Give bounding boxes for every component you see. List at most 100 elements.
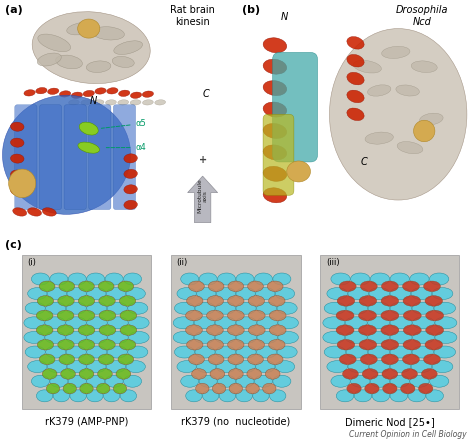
Ellipse shape xyxy=(381,310,399,321)
Ellipse shape xyxy=(87,375,105,387)
Ellipse shape xyxy=(347,72,364,85)
Ellipse shape xyxy=(10,122,24,131)
Ellipse shape xyxy=(403,340,420,350)
Ellipse shape xyxy=(367,85,391,96)
Ellipse shape xyxy=(419,113,443,125)
Ellipse shape xyxy=(105,273,123,285)
Ellipse shape xyxy=(86,61,111,72)
Ellipse shape xyxy=(257,317,277,329)
Ellipse shape xyxy=(354,390,372,402)
Ellipse shape xyxy=(360,354,377,365)
Ellipse shape xyxy=(95,88,106,94)
Ellipse shape xyxy=(57,310,74,321)
Ellipse shape xyxy=(228,310,244,321)
Ellipse shape xyxy=(55,55,82,69)
Ellipse shape xyxy=(269,295,285,306)
Ellipse shape xyxy=(58,340,74,350)
Ellipse shape xyxy=(263,123,287,138)
Ellipse shape xyxy=(99,325,116,335)
Ellipse shape xyxy=(434,302,456,314)
Ellipse shape xyxy=(107,346,128,358)
Ellipse shape xyxy=(106,288,126,299)
Ellipse shape xyxy=(351,273,370,285)
Ellipse shape xyxy=(124,375,142,387)
Text: (c): (c) xyxy=(5,240,22,250)
Ellipse shape xyxy=(390,288,410,299)
Ellipse shape xyxy=(87,390,103,402)
Ellipse shape xyxy=(236,302,256,314)
Ellipse shape xyxy=(229,383,243,394)
Ellipse shape xyxy=(421,369,437,379)
FancyBboxPatch shape xyxy=(89,105,111,209)
Ellipse shape xyxy=(228,369,243,379)
Ellipse shape xyxy=(25,346,45,358)
Ellipse shape xyxy=(31,375,49,387)
Text: (i): (i) xyxy=(27,258,36,267)
Ellipse shape xyxy=(119,295,136,306)
Text: Dimeric Nod [25•]: Dimeric Nod [25•] xyxy=(345,417,435,427)
Ellipse shape xyxy=(360,281,377,292)
Ellipse shape xyxy=(432,361,453,373)
Text: (b): (b) xyxy=(242,5,260,15)
Ellipse shape xyxy=(197,361,216,373)
Ellipse shape xyxy=(381,340,399,350)
Ellipse shape xyxy=(66,317,86,329)
Ellipse shape xyxy=(426,310,444,321)
Ellipse shape xyxy=(126,361,146,373)
Ellipse shape xyxy=(370,273,390,285)
Ellipse shape xyxy=(263,383,276,394)
Ellipse shape xyxy=(114,41,143,55)
Ellipse shape xyxy=(248,310,265,321)
Ellipse shape xyxy=(368,317,390,329)
Text: Rat brain
kinesin: Rat brain kinesin xyxy=(170,5,215,27)
Ellipse shape xyxy=(228,325,244,335)
Ellipse shape xyxy=(435,332,457,344)
Ellipse shape xyxy=(106,100,116,105)
Ellipse shape xyxy=(228,295,244,306)
Ellipse shape xyxy=(390,346,411,358)
Ellipse shape xyxy=(195,346,215,358)
Ellipse shape xyxy=(218,375,236,387)
Ellipse shape xyxy=(365,383,379,394)
Ellipse shape xyxy=(267,281,283,292)
Text: (a): (a) xyxy=(5,5,23,15)
Ellipse shape xyxy=(390,390,408,402)
Ellipse shape xyxy=(323,332,345,344)
Ellipse shape xyxy=(128,332,149,344)
Ellipse shape xyxy=(369,361,390,373)
Ellipse shape xyxy=(358,310,376,321)
Ellipse shape xyxy=(79,281,94,292)
Ellipse shape xyxy=(390,332,412,344)
Ellipse shape xyxy=(10,186,24,195)
Ellipse shape xyxy=(118,354,134,365)
Ellipse shape xyxy=(346,302,368,314)
Ellipse shape xyxy=(27,208,42,216)
Ellipse shape xyxy=(248,340,264,350)
FancyBboxPatch shape xyxy=(15,105,37,209)
Ellipse shape xyxy=(336,325,354,335)
Ellipse shape xyxy=(207,295,224,306)
Ellipse shape xyxy=(24,317,45,329)
Ellipse shape xyxy=(267,354,283,365)
Ellipse shape xyxy=(269,340,285,350)
Ellipse shape xyxy=(36,390,53,402)
Ellipse shape xyxy=(197,288,216,299)
Ellipse shape xyxy=(410,273,429,285)
Ellipse shape xyxy=(185,310,202,321)
Ellipse shape xyxy=(382,369,398,379)
Text: N: N xyxy=(90,96,97,106)
Ellipse shape xyxy=(181,375,199,387)
Ellipse shape xyxy=(174,346,194,358)
Ellipse shape xyxy=(69,100,79,105)
Ellipse shape xyxy=(256,346,277,358)
Ellipse shape xyxy=(99,295,115,306)
Ellipse shape xyxy=(359,340,377,350)
Ellipse shape xyxy=(402,281,419,292)
Ellipse shape xyxy=(327,361,347,373)
FancyArrow shape xyxy=(188,176,218,223)
Ellipse shape xyxy=(39,281,55,292)
Ellipse shape xyxy=(287,161,310,182)
Ellipse shape xyxy=(195,302,215,314)
Ellipse shape xyxy=(78,310,95,321)
Ellipse shape xyxy=(128,346,148,358)
